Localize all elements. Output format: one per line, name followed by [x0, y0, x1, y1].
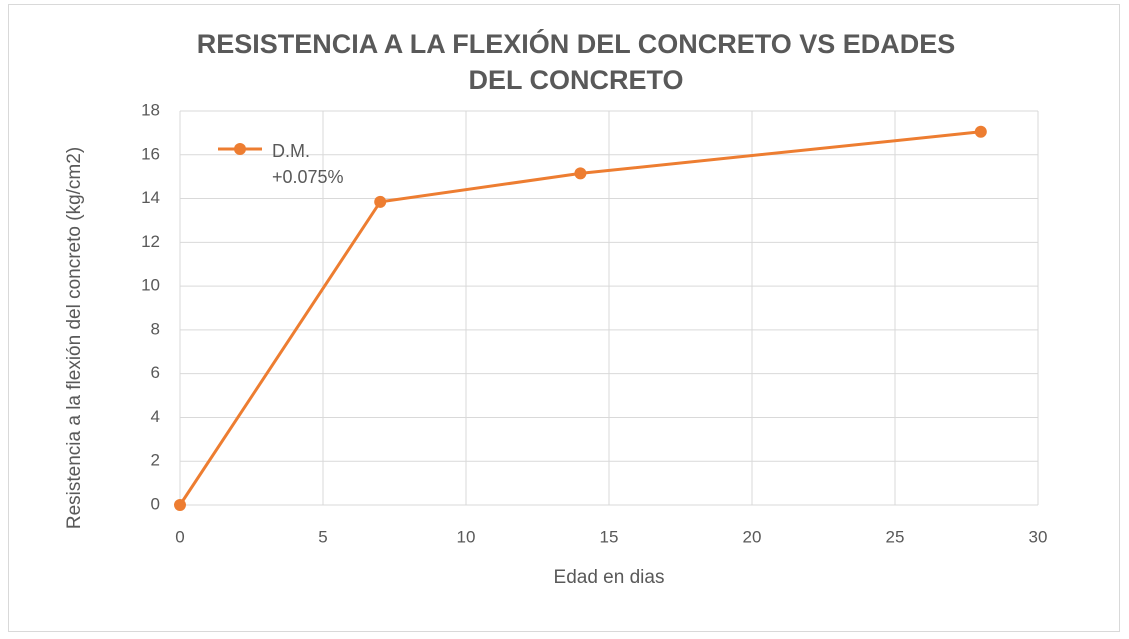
x-tick-label: 30: [1029, 527, 1048, 546]
chart-border: [8, 4, 1120, 632]
y-tick-label: 18: [141, 100, 160, 119]
x-tick-label: 25: [886, 527, 905, 546]
x-tick-label: 10: [457, 527, 476, 546]
y-tick-label: 14: [141, 188, 160, 207]
y-tick-label: 12: [141, 232, 160, 251]
y-tick-label: 6: [151, 363, 160, 382]
y-tick-label: 2: [151, 451, 160, 470]
chart-title: RESISTENCIA A LA FLEXIÓN DEL CONCRETO VS…: [196, 29, 956, 95]
series-line: [178, 130, 981, 506]
data-point: [974, 125, 987, 138]
x-tick-label: 15: [600, 527, 619, 546]
y-tick-label: 8: [151, 319, 160, 338]
legend-label: D.M. +0.075%: [272, 141, 344, 187]
x-tick-label: 20: [743, 527, 762, 546]
data-point: [574, 167, 587, 180]
x-tick-label: 5: [318, 527, 327, 546]
x-axis-label: Edad en dias: [554, 567, 665, 588]
x-tick-label: 0: [175, 527, 184, 546]
y-tick-label: 4: [151, 407, 160, 426]
y-axis-label: Resistencia a la flexión del concreto (k…: [64, 147, 85, 529]
y-tick-label: 0: [151, 494, 160, 513]
data-point: [174, 499, 186, 511]
legend-marker: [234, 143, 246, 155]
y-tick-label: 16: [141, 144, 160, 163]
y-tick-label: 10: [141, 276, 160, 295]
data-point: [374, 195, 387, 208]
